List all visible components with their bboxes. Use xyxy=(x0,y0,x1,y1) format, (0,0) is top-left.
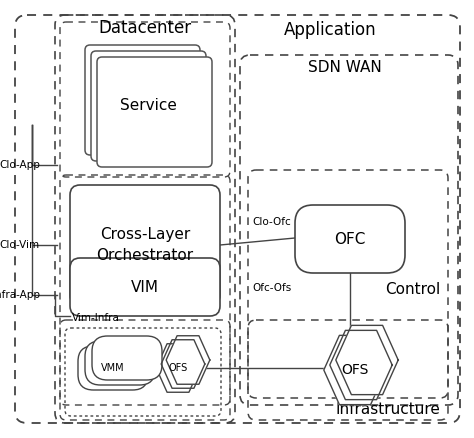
Text: Datacenter: Datacenter xyxy=(99,19,191,37)
Text: OFS: OFS xyxy=(168,363,188,373)
Text: OFS: OFS xyxy=(341,363,369,377)
Text: SDN WAN: SDN WAN xyxy=(308,60,382,75)
Text: OFC: OFC xyxy=(334,232,365,247)
Text: Control: Control xyxy=(385,283,440,297)
FancyBboxPatch shape xyxy=(92,336,162,380)
FancyBboxPatch shape xyxy=(295,205,405,273)
Text: Ofc-Ofs: Ofc-Ofs xyxy=(252,283,291,293)
FancyBboxPatch shape xyxy=(70,185,220,305)
FancyBboxPatch shape xyxy=(78,346,148,390)
Text: Clo-Vim: Clo-Vim xyxy=(0,240,40,250)
Text: Vim-Infra: Vim-Infra xyxy=(72,313,120,323)
Text: Clo-App: Clo-App xyxy=(0,160,40,170)
Text: Infrastructure: Infrastructure xyxy=(335,403,440,417)
Polygon shape xyxy=(166,336,210,384)
Text: Infra-App: Infra-App xyxy=(0,290,40,300)
FancyBboxPatch shape xyxy=(91,51,206,161)
Text: Application: Application xyxy=(283,21,376,39)
Text: Cross-Layer
Orchestrator: Cross-Layer Orchestrator xyxy=(96,227,193,263)
Text: Service: Service xyxy=(120,99,177,113)
FancyBboxPatch shape xyxy=(85,341,155,385)
Polygon shape xyxy=(156,344,200,392)
FancyBboxPatch shape xyxy=(85,45,200,155)
Polygon shape xyxy=(324,336,386,405)
Text: VIM: VIM xyxy=(131,279,159,294)
FancyBboxPatch shape xyxy=(70,258,220,316)
Polygon shape xyxy=(336,325,398,395)
Text: Clo-Ofc: Clo-Ofc xyxy=(252,217,291,227)
Polygon shape xyxy=(161,340,205,388)
FancyBboxPatch shape xyxy=(97,57,212,167)
Text: VMM: VMM xyxy=(101,363,125,373)
Polygon shape xyxy=(330,330,392,399)
